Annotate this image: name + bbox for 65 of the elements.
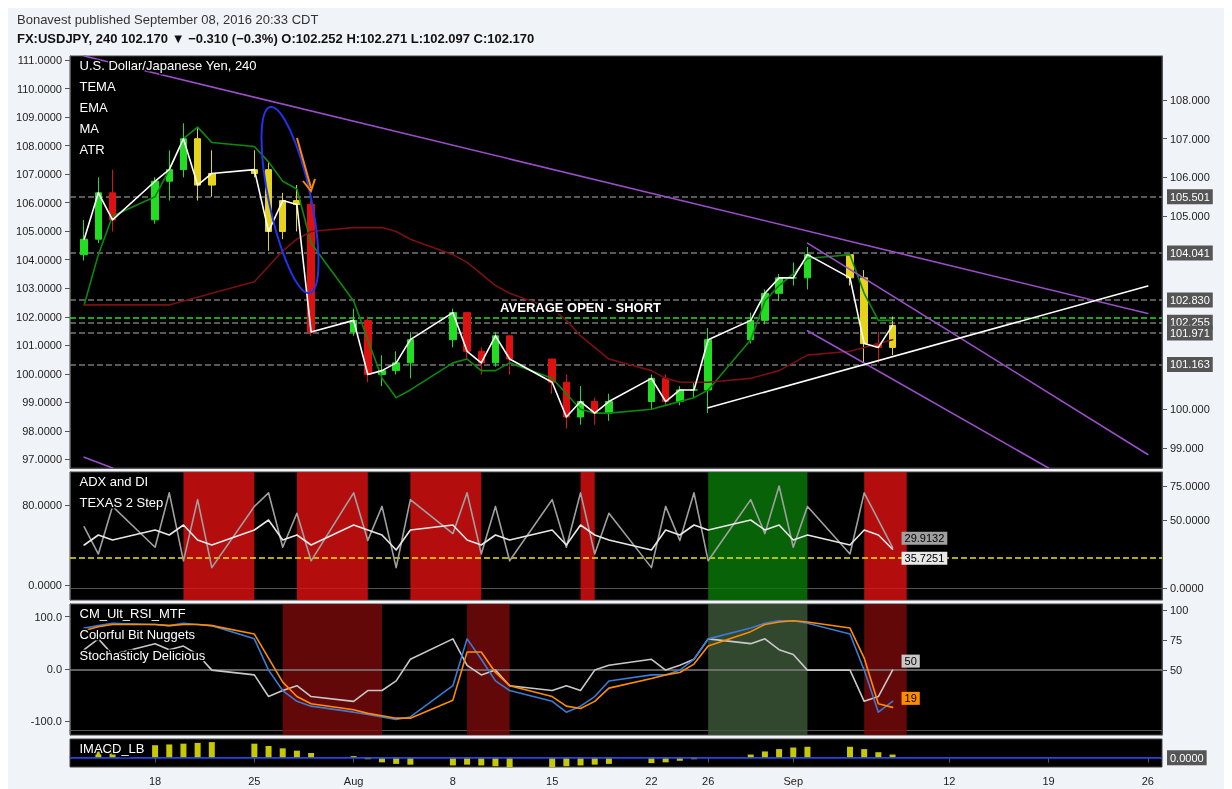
data-label: 19	[904, 692, 917, 705]
y2-tick-label: 102.0000	[16, 310, 62, 323]
annotation: MA	[79, 120, 100, 136]
y2-tick-label: 105.0000	[16, 225, 62, 238]
y2-tick-label: 107.0000	[16, 168, 62, 181]
y2-tick-label: 0.0	[46, 662, 62, 675]
annotation: CM_Ult_RSI_MTF	[79, 605, 186, 621]
y2-tick-label: 101.0000	[16, 339, 62, 352]
annotation: TEXAS 2 Step	[79, 494, 164, 510]
annotation: EMA	[79, 99, 108, 115]
x-tick-label: 12	[943, 774, 956, 787]
annotation: ADX and DI	[79, 473, 149, 489]
x-tick-label: 18	[148, 774, 162, 787]
annotation: AVERAGE OPEN - SHORT	[500, 300, 662, 316]
y2-tick-label: 100.0	[34, 610, 62, 623]
y2-tick-label: 106.0000	[16, 196, 62, 209]
y2-tick-label: 104.0000	[16, 253, 62, 266]
y-tick-label: 50	[1170, 664, 1183, 677]
x-tick-label: 8	[449, 774, 456, 787]
y-tick-label: 100.000	[1170, 403, 1210, 416]
x-tick-label: Aug	[343, 774, 364, 787]
chart-subtitle: FX:USDJPY, 240 102.170 ▼ −0.310 (−0.3%) O:102.252 H:102.271 L:102.097 C:102.170	[17, 31, 535, 46]
y2-tick-label: 109.0000	[16, 111, 62, 124]
x-tick-label: Sep	[783, 774, 804, 787]
annotation: IMACD_LB	[79, 740, 145, 756]
data-label: 29.9132	[904, 532, 945, 545]
y-tick-label: 106.000	[1170, 171, 1210, 184]
data-label: 35.7251	[904, 552, 945, 565]
y2-tick-label: -100.0	[30, 715, 62, 728]
x-tick-label: 15	[546, 774, 559, 787]
chart-title: Bonavest published September 08, 2016 20:33 CDT	[17, 12, 319, 27]
y2-tick-label: 99.0000	[22, 396, 62, 409]
y2-tick-label: 110.0000	[16, 82, 62, 95]
y2-tick-label: 80.0000	[22, 499, 62, 511]
y-tick-label: 105.000	[1170, 210, 1210, 223]
y-tick-label: 99.000	[1170, 441, 1204, 454]
y-tick-label: 107.000	[1170, 132, 1210, 145]
y2-tick-label: 0.0000	[28, 579, 62, 591]
x-tick-label: 26	[702, 774, 715, 787]
y2-tick-label: 100.0000	[16, 367, 62, 380]
y-tick-label: 0.0000	[1170, 582, 1204, 595]
y-tick-label: 100	[1170, 604, 1189, 617]
ref-line-label: 102.255	[1170, 316, 1210, 329]
annotation: ATR	[79, 141, 105, 157]
ref-line-label: 102.830	[1170, 293, 1210, 306]
x-tick-label: 26	[1141, 774, 1154, 787]
y-tick-label: 108.000	[1170, 94, 1210, 107]
y2-tick-label: 103.0000	[16, 282, 62, 295]
annotation: TEMA	[79, 78, 116, 94]
ref-line-label: 101.971	[1170, 327, 1210, 340]
data-label: 50	[904, 655, 917, 668]
annotation: Colorful Bit Nuggets	[79, 626, 196, 642]
y-tick-label: 50.0000	[1170, 514, 1210, 527]
y-tick-label: 75.0000	[1170, 480, 1210, 493]
x-tick-label: 22	[645, 774, 658, 787]
y2-tick-label: 108.0000	[16, 139, 62, 152]
x-tick-label: 25	[248, 774, 261, 787]
y-tick-label: 75	[1170, 634, 1183, 647]
y2-tick-label: 98.0000	[22, 424, 62, 437]
y2-tick-label: 111.0000	[17, 53, 62, 66]
y2-tick-label: 97.0000	[22, 453, 62, 466]
ref-line-label: 104.041	[1170, 247, 1210, 260]
ref-line-label: 105.501	[1170, 190, 1210, 203]
ref-line-label: 101.163	[1170, 358, 1210, 371]
x-tick-label: 19	[1042, 774, 1055, 787]
